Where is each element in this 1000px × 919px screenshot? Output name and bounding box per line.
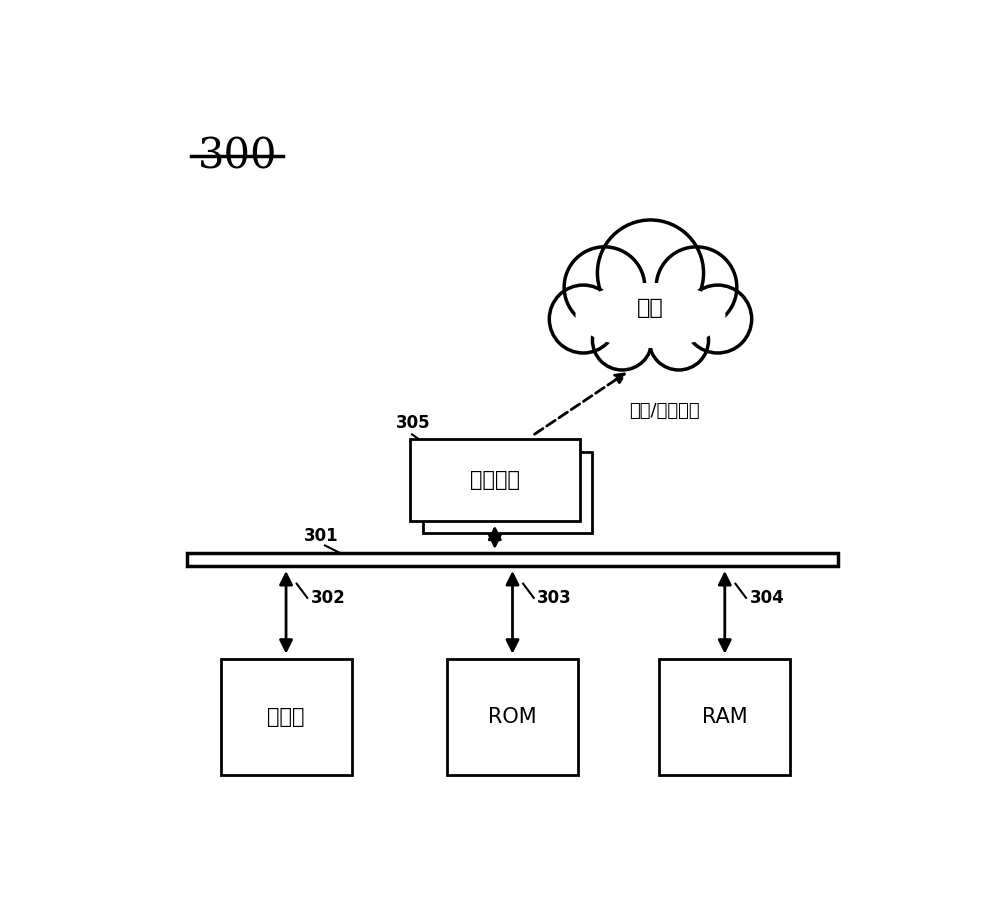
FancyBboxPatch shape (187, 553, 838, 566)
Ellipse shape (576, 284, 725, 347)
Text: RAM: RAM (702, 707, 748, 727)
FancyBboxPatch shape (447, 659, 578, 776)
Circle shape (564, 247, 645, 327)
Circle shape (684, 285, 752, 353)
Text: 来自/去往网络: 来自/去往网络 (629, 402, 700, 420)
Text: 303: 303 (537, 589, 572, 607)
Text: 300: 300 (198, 135, 277, 177)
Circle shape (597, 220, 704, 326)
Circle shape (649, 311, 709, 370)
Circle shape (592, 311, 652, 370)
Text: 302: 302 (311, 589, 346, 607)
FancyBboxPatch shape (659, 659, 790, 776)
Text: 网络: 网络 (637, 299, 664, 318)
Text: 301: 301 (304, 528, 338, 545)
FancyBboxPatch shape (221, 659, 352, 776)
FancyBboxPatch shape (410, 439, 580, 521)
Text: ROM: ROM (488, 707, 537, 727)
Text: 处理器: 处理器 (267, 707, 305, 727)
Text: 304: 304 (750, 589, 784, 607)
Text: 305: 305 (396, 414, 430, 432)
FancyBboxPatch shape (423, 452, 592, 533)
Circle shape (549, 285, 617, 353)
Circle shape (656, 247, 737, 327)
Text: 通信端口: 通信端口 (470, 470, 520, 490)
